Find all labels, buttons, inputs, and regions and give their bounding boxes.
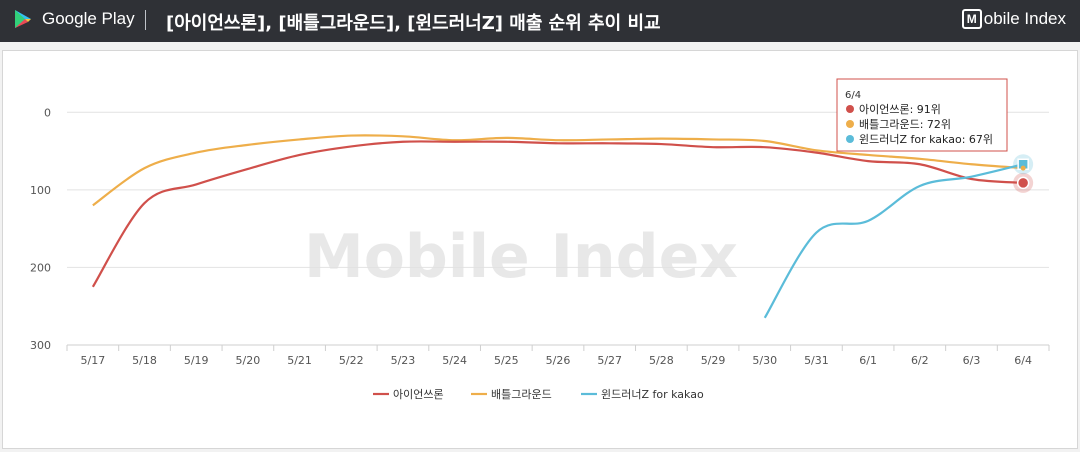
x-tick-label: 5/17 bbox=[80, 354, 105, 367]
x-axis: 5/17 5/18 5/19 5/20 5/21 5/22 5/23 5/24 5/25 5/26… bbox=[66, 344, 1050, 367]
x-tick-label: 5/24 bbox=[442, 354, 467, 367]
watermark: Mobile Index bbox=[304, 222, 738, 292]
google-play-logo[interactable]: Google Play bbox=[12, 8, 135, 30]
x-tick-label: 5/25 bbox=[494, 354, 519, 367]
tooltip-date: 6/4 bbox=[845, 90, 861, 101]
mobile-index-logo[interactable]: M obile Index bbox=[961, 9, 1066, 29]
legend-label-1[interactable]: 배틀그라운드 bbox=[491, 388, 552, 401]
x-tick-label: 5/29 bbox=[701, 354, 726, 367]
header-bar: Google Play [아이언쓰론], [배틀그라운드], [윈드러너Z] 매… bbox=[0, 0, 1080, 42]
tooltip: 6/4 아이언쓰론: 91위 배틀그라운드: 72위 윈드러너Z for kak… bbox=[836, 78, 1008, 152]
chart-panel: Mobile Index 5/17 5/18 5/19 5/20 5/21 5/22 5/2… bbox=[2, 50, 1078, 449]
tooltip-line-iron: 아이언쓰론: 91위 bbox=[859, 103, 941, 116]
page-title: [아이언쓰론], [배틀그라운드], [윈드러너Z] 매출 순위 추이 비교 bbox=[166, 13, 661, 34]
tooltip-line-battle: 배틀그라운드: 72위 bbox=[859, 118, 951, 131]
x-tick-label: 5/31 bbox=[804, 354, 829, 367]
tooltip-dot-battle bbox=[846, 120, 854, 128]
brand-mark-icon: M bbox=[961, 9, 982, 29]
x-tick-label: 5/19 bbox=[184, 354, 209, 367]
marker-battle[interactable] bbox=[1020, 165, 1026, 171]
marker-iron[interactable] bbox=[1016, 176, 1030, 190]
x-tick-label: 5/26 bbox=[546, 354, 571, 367]
y-tick-label: 100 bbox=[30, 184, 51, 197]
y-tick-label: 200 bbox=[30, 261, 51, 274]
series-line-1 bbox=[92, 134, 1024, 207]
x-tick-label: 5/27 bbox=[597, 354, 622, 367]
x-tick-label: 5/23 bbox=[391, 354, 416, 367]
legend[interactable]: 아이언쓰론 배틀그라운드 윈드러너Z for kakao bbox=[373, 387, 704, 401]
tooltip-dot-iron bbox=[846, 105, 854, 113]
store-label: Google Play bbox=[42, 9, 135, 28]
brand-label: obile Index bbox=[983, 9, 1066, 28]
tooltip-dot-wind bbox=[846, 135, 854, 143]
tooltip-line-wind: 윈드러너Z for kakao: 67위 bbox=[859, 132, 993, 146]
x-tick-label: 5/20 bbox=[236, 354, 261, 367]
legend-label-2[interactable]: 윈드러너Z for kakao bbox=[601, 387, 704, 401]
x-tick-label: 6/3 bbox=[963, 354, 981, 367]
series-line-2 bbox=[763, 163, 1024, 319]
x-tick-label: 5/18 bbox=[132, 354, 157, 367]
header-divider bbox=[145, 10, 146, 30]
x-tick-label: 5/30 bbox=[752, 354, 777, 367]
legend-label-0[interactable]: 아이언쓰론 bbox=[393, 388, 444, 401]
x-tick-label: 6/1 bbox=[859, 354, 877, 367]
end-markers[interactable] bbox=[1013, 154, 1034, 193]
y-axis: 0 100 200 300 bbox=[30, 106, 51, 352]
series-line-0 bbox=[91, 140, 1024, 288]
x-tick-label: 5/28 bbox=[649, 354, 674, 367]
y-tick-label: 300 bbox=[30, 339, 51, 352]
tooltip-box bbox=[836, 78, 1008, 152]
play-store-icon bbox=[15, 10, 31, 28]
x-tick-label: 6/2 bbox=[911, 354, 929, 367]
y-tick-label: 0 bbox=[44, 106, 51, 119]
series-lines bbox=[91, 134, 1024, 319]
x-tick-label: 6/4 bbox=[1014, 354, 1032, 367]
rank-trend-chart: Mobile Index 5/17 5/18 5/19 5/20 5/21 5/22 5/2… bbox=[30, 78, 1050, 401]
x-tick-label: 5/21 bbox=[287, 354, 312, 367]
x-tick-label: 5/22 bbox=[339, 354, 364, 367]
